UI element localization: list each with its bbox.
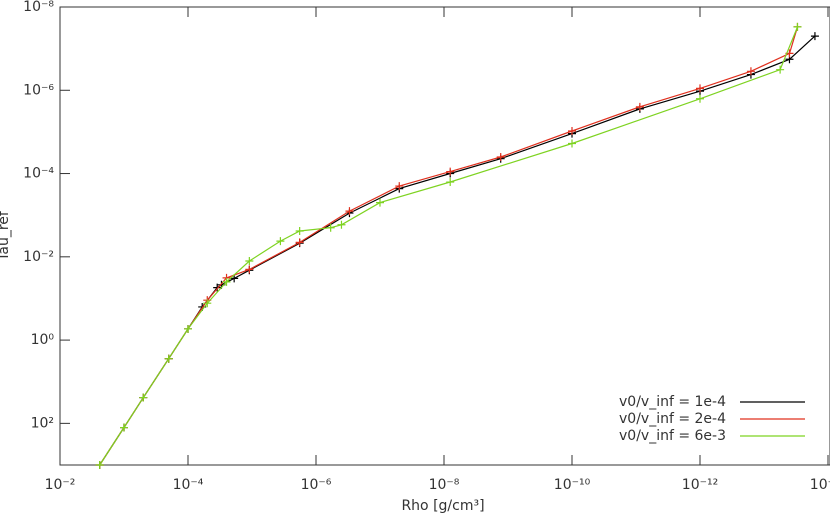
marker <box>222 277 231 286</box>
legend-label: v0/v_inf = 1e-4 <box>619 394 726 410</box>
marker <box>496 152 505 161</box>
marker <box>245 256 254 265</box>
y-tick-label: 10⁻⁸ <box>23 0 54 15</box>
marker <box>337 220 346 229</box>
y-tick-label: 10² <box>31 415 54 431</box>
y-tick-label: 10⁰ <box>31 332 55 348</box>
marker <box>295 227 304 236</box>
x-tick-label: 10⁻¹⁴ <box>810 477 830 493</box>
marker <box>276 237 285 246</box>
marker <box>793 22 802 31</box>
marker <box>696 84 704 93</box>
marker <box>635 102 644 111</box>
marker <box>395 182 404 191</box>
plot-frame <box>59 6 830 466</box>
marker <box>139 393 148 402</box>
marker <box>746 67 755 76</box>
marker <box>245 265 254 274</box>
x-tick-label: 10⁻⁴ <box>173 477 204 493</box>
marker <box>326 223 335 232</box>
legend-label: v0/v_inf = 6e-3 <box>619 428 726 444</box>
marker <box>184 324 192 333</box>
marker <box>376 198 384 207</box>
marker <box>164 354 173 363</box>
marker <box>213 283 222 292</box>
x-tick-label: 10⁻⁸ <box>429 477 460 493</box>
marker <box>696 94 704 103</box>
marker <box>230 274 239 283</box>
x-axis-label: Rho [g/cm³] <box>401 498 484 514</box>
x-tick-label: 10⁻¹⁰ <box>554 477 591 493</box>
x-tick-label: 10⁻¹² <box>682 477 718 493</box>
marker <box>295 238 304 247</box>
x-tick-label: 10⁻² <box>45 477 76 493</box>
marker <box>120 423 128 432</box>
marker <box>776 65 785 74</box>
marker <box>345 207 354 216</box>
y-axis-label: Tau_ref <box>0 210 12 262</box>
marker <box>568 126 576 135</box>
y-tick-label: 10⁻⁴ <box>23 166 54 182</box>
x-tick-label: 10⁻⁶ <box>301 477 332 493</box>
marker <box>446 178 455 187</box>
marker <box>568 139 576 148</box>
marker <box>446 167 455 176</box>
series-line <box>99 26 799 466</box>
y-tick-label: 10⁻² <box>23 249 54 265</box>
y-tick-label: 10⁻⁶ <box>23 82 54 98</box>
marker <box>95 461 104 469</box>
marker <box>810 32 819 41</box>
marker <box>203 299 212 308</box>
legend-label: v0/v_inf = 2e-4 <box>619 411 726 427</box>
